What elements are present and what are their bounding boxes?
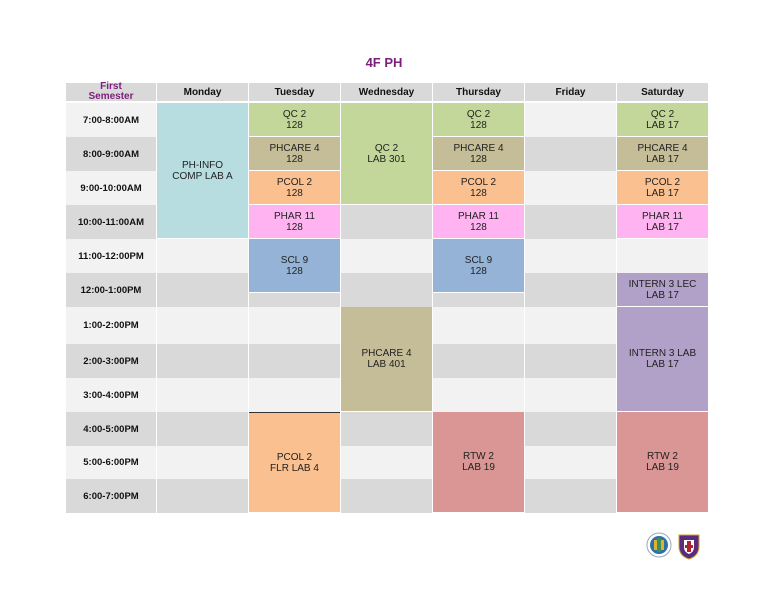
empty-cell	[525, 171, 616, 205]
empty-cell	[525, 205, 616, 239]
empty-cell	[341, 412, 432, 446]
time-slot: 5:00-6:00PM	[66, 446, 156, 479]
empty-cell	[433, 293, 524, 307]
empty-cell	[525, 479, 616, 513]
class-block-qc2-lab: QC 2 LAB 301	[341, 103, 432, 205]
class-block-phcare4: PHCARE 4 LAB 17	[617, 137, 708, 171]
empty-cell	[157, 479, 248, 513]
day-header-tuesday: Tuesday	[249, 83, 340, 103]
empty-cell	[525, 446, 616, 479]
empty-cell	[525, 412, 616, 446]
class-block-phcare4: PHCARE 4 128	[433, 137, 524, 171]
logos	[645, 530, 705, 560]
empty-cell	[525, 307, 616, 344]
class-block-phar11: PHAR 11 128	[433, 205, 524, 239]
empty-cell	[341, 479, 432, 513]
class-block-qc2: QC 2 128	[249, 103, 340, 137]
class-block-pcol2: PCOL 2 128	[249, 171, 340, 205]
class-block-pcol2-lab: PCOL 2 FLR LAB 4	[249, 412, 340, 513]
empty-cell	[157, 273, 248, 307]
class-block-phcare4: PHCARE 4 128	[249, 137, 340, 171]
empty-cell	[525, 378, 616, 412]
class-block-phcare4-lab: PHCARE 4 LAB 401	[341, 307, 432, 412]
day-header-thursday: Thursday	[433, 83, 524, 103]
time-slot: 7:00-8:00AM	[66, 103, 156, 137]
class-block-intern3-lec: INTERN 3 LEC LAB 17	[617, 273, 708, 307]
class-block-rtw2: RTW 2 LAB 19	[617, 412, 708, 513]
empty-cell	[249, 344, 340, 378]
empty-cell	[157, 307, 248, 344]
class-block-phar11: PHAR 11 LAB 17	[617, 205, 708, 239]
empty-cell	[525, 273, 616, 307]
empty-cell	[157, 446, 248, 479]
schedule-title: 4F PH	[365, 55, 403, 70]
empty-cell	[433, 378, 524, 412]
time-slot: 8:00-9:00AM	[66, 137, 156, 171]
empty-cell	[157, 344, 248, 378]
time-slot: 10:00-11:00AM	[66, 205, 156, 239]
semester-header: First Semester	[66, 82, 156, 103]
class-block-qc2: QC 2 128	[433, 103, 524, 137]
empty-cell	[433, 307, 524, 344]
empty-cell	[525, 103, 616, 137]
class-block-phinfo: PH-INFO COMP LAB A	[157, 103, 248, 239]
class-block-intern3-lab: INTERN 3 LAB LAB 17	[617, 307, 708, 412]
empty-cell	[249, 307, 340, 344]
schedule-grid: First Semester Monday Tuesday Wednesday T…	[66, 82, 708, 523]
time-slot: 2:00-3:00PM	[66, 344, 156, 378]
empty-cell	[341, 273, 432, 307]
class-block-phar11: PHAR 11 128	[249, 205, 340, 239]
class-block-pcol2: PCOL 2 128	[433, 171, 524, 205]
empty-cell	[157, 378, 248, 412]
class-block-qc2: QC 2 LAB 17	[617, 103, 708, 137]
time-slot: 4:00-5:00PM	[66, 412, 156, 446]
time-slot: 1:00-2:00PM	[66, 307, 156, 344]
time-slot: 11:00-12:00PM	[66, 239, 156, 273]
class-block-scl9: SCL 9 128	[433, 239, 524, 293]
class-block-scl9: SCL 9 128	[249, 239, 340, 293]
empty-cell	[341, 446, 432, 479]
time-slot: 9:00-10:00AM	[66, 171, 156, 205]
college-seal-icon	[646, 532, 672, 558]
empty-cell	[433, 344, 524, 378]
day-header-wednesday: Wednesday	[341, 83, 432, 103]
day-header-monday: Monday	[157, 83, 248, 103]
time-slot: 6:00-7:00PM	[66, 479, 156, 513]
day-header-saturday: Saturday	[617, 83, 708, 103]
empty-cell	[249, 378, 340, 412]
empty-cell	[617, 239, 708, 273]
university-crest-icon	[678, 534, 700, 560]
time-slot: 12:00-1:00PM	[66, 273, 156, 307]
empty-cell	[249, 293, 340, 307]
time-slot: 3:00-4:00PM	[66, 378, 156, 412]
empty-cell	[157, 239, 248, 273]
class-block-rtw2: RTW 2 LAB 19	[433, 412, 524, 513]
empty-cell	[525, 344, 616, 378]
class-block-pcol2: PCOL 2 LAB 17	[617, 171, 708, 205]
empty-cell	[157, 412, 248, 446]
empty-cell	[525, 137, 616, 171]
day-header-friday: Friday	[525, 83, 616, 103]
empty-cell	[525, 239, 616, 273]
empty-cell	[341, 205, 432, 239]
empty-cell	[341, 239, 432, 273]
